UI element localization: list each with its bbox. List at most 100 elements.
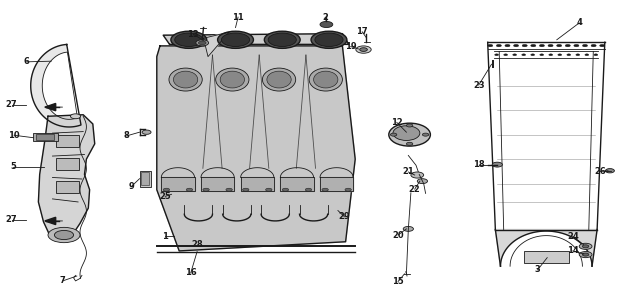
- Circle shape: [600, 44, 605, 47]
- Ellipse shape: [262, 68, 296, 91]
- Text: 8: 8: [124, 131, 129, 140]
- Circle shape: [163, 188, 170, 191]
- Circle shape: [221, 33, 250, 47]
- Circle shape: [488, 44, 493, 47]
- Circle shape: [411, 172, 424, 178]
- Circle shape: [548, 44, 553, 47]
- Circle shape: [505, 44, 510, 47]
- Text: 29: 29: [339, 212, 350, 221]
- Circle shape: [422, 133, 429, 136]
- Circle shape: [322, 188, 328, 191]
- Polygon shape: [31, 44, 81, 127]
- Bar: [140, 171, 151, 187]
- Bar: [33, 133, 58, 141]
- Circle shape: [406, 142, 413, 145]
- Circle shape: [565, 44, 570, 47]
- Bar: [56, 181, 79, 193]
- Circle shape: [513, 54, 516, 56]
- Bar: [36, 134, 54, 140]
- Text: 3: 3: [535, 265, 540, 274]
- Circle shape: [142, 130, 151, 134]
- Text: 6: 6: [24, 57, 30, 66]
- Circle shape: [203, 188, 209, 191]
- Text: 19: 19: [345, 42, 356, 51]
- Text: 1: 1: [162, 232, 168, 241]
- Circle shape: [513, 44, 518, 47]
- Circle shape: [495, 54, 499, 56]
- Circle shape: [576, 54, 580, 56]
- Circle shape: [549, 54, 553, 56]
- Circle shape: [345, 188, 351, 191]
- Text: 28: 28: [191, 240, 203, 249]
- Circle shape: [311, 31, 347, 48]
- Circle shape: [186, 188, 193, 191]
- Ellipse shape: [389, 123, 431, 146]
- Text: 22: 22: [409, 185, 420, 194]
- Circle shape: [54, 230, 74, 240]
- Text: 16: 16: [185, 268, 196, 278]
- Circle shape: [320, 21, 333, 28]
- Bar: [524, 251, 568, 263]
- Circle shape: [171, 31, 207, 48]
- Text: 26: 26: [595, 167, 606, 176]
- Text: 9: 9: [129, 182, 134, 191]
- Text: 20: 20: [392, 230, 404, 240]
- Text: 12: 12: [391, 118, 403, 127]
- Circle shape: [243, 188, 249, 191]
- Ellipse shape: [216, 68, 249, 91]
- Circle shape: [522, 54, 525, 56]
- Circle shape: [594, 54, 598, 56]
- Circle shape: [582, 245, 589, 248]
- Polygon shape: [320, 177, 353, 191]
- Circle shape: [591, 44, 596, 47]
- Circle shape: [574, 44, 579, 47]
- Circle shape: [406, 124, 413, 127]
- Text: 14: 14: [567, 246, 579, 256]
- Circle shape: [582, 44, 588, 47]
- Ellipse shape: [393, 126, 420, 140]
- Circle shape: [579, 252, 592, 258]
- Circle shape: [198, 41, 206, 45]
- Circle shape: [264, 31, 300, 48]
- Circle shape: [522, 44, 527, 47]
- Bar: [56, 135, 79, 147]
- Circle shape: [605, 169, 614, 173]
- Ellipse shape: [314, 71, 338, 88]
- Polygon shape: [241, 177, 274, 191]
- Circle shape: [557, 44, 562, 47]
- Circle shape: [226, 188, 232, 191]
- Circle shape: [579, 243, 592, 249]
- Circle shape: [540, 54, 543, 56]
- Text: 23: 23: [473, 80, 484, 90]
- Circle shape: [558, 54, 562, 56]
- Polygon shape: [45, 103, 56, 111]
- Circle shape: [305, 188, 312, 191]
- Circle shape: [504, 54, 508, 56]
- Polygon shape: [45, 217, 56, 225]
- Text: 17: 17: [356, 27, 368, 36]
- Circle shape: [218, 31, 253, 48]
- Polygon shape: [280, 177, 314, 191]
- Circle shape: [417, 179, 428, 184]
- Circle shape: [585, 54, 589, 56]
- Text: 7: 7: [60, 276, 65, 285]
- Text: 10: 10: [8, 131, 20, 140]
- Text: 5: 5: [10, 162, 16, 171]
- Circle shape: [540, 44, 545, 47]
- Text: 21: 21: [403, 167, 414, 177]
- Circle shape: [582, 253, 589, 256]
- Circle shape: [282, 188, 289, 191]
- Polygon shape: [38, 115, 95, 240]
- Circle shape: [175, 33, 203, 47]
- Circle shape: [266, 188, 272, 191]
- Circle shape: [390, 133, 397, 136]
- Circle shape: [496, 44, 501, 47]
- Circle shape: [70, 114, 81, 119]
- Circle shape: [268, 33, 296, 47]
- Circle shape: [531, 54, 534, 56]
- Ellipse shape: [309, 68, 342, 91]
- Circle shape: [492, 162, 502, 167]
- Circle shape: [315, 33, 343, 47]
- Polygon shape: [161, 177, 195, 191]
- Ellipse shape: [267, 71, 291, 88]
